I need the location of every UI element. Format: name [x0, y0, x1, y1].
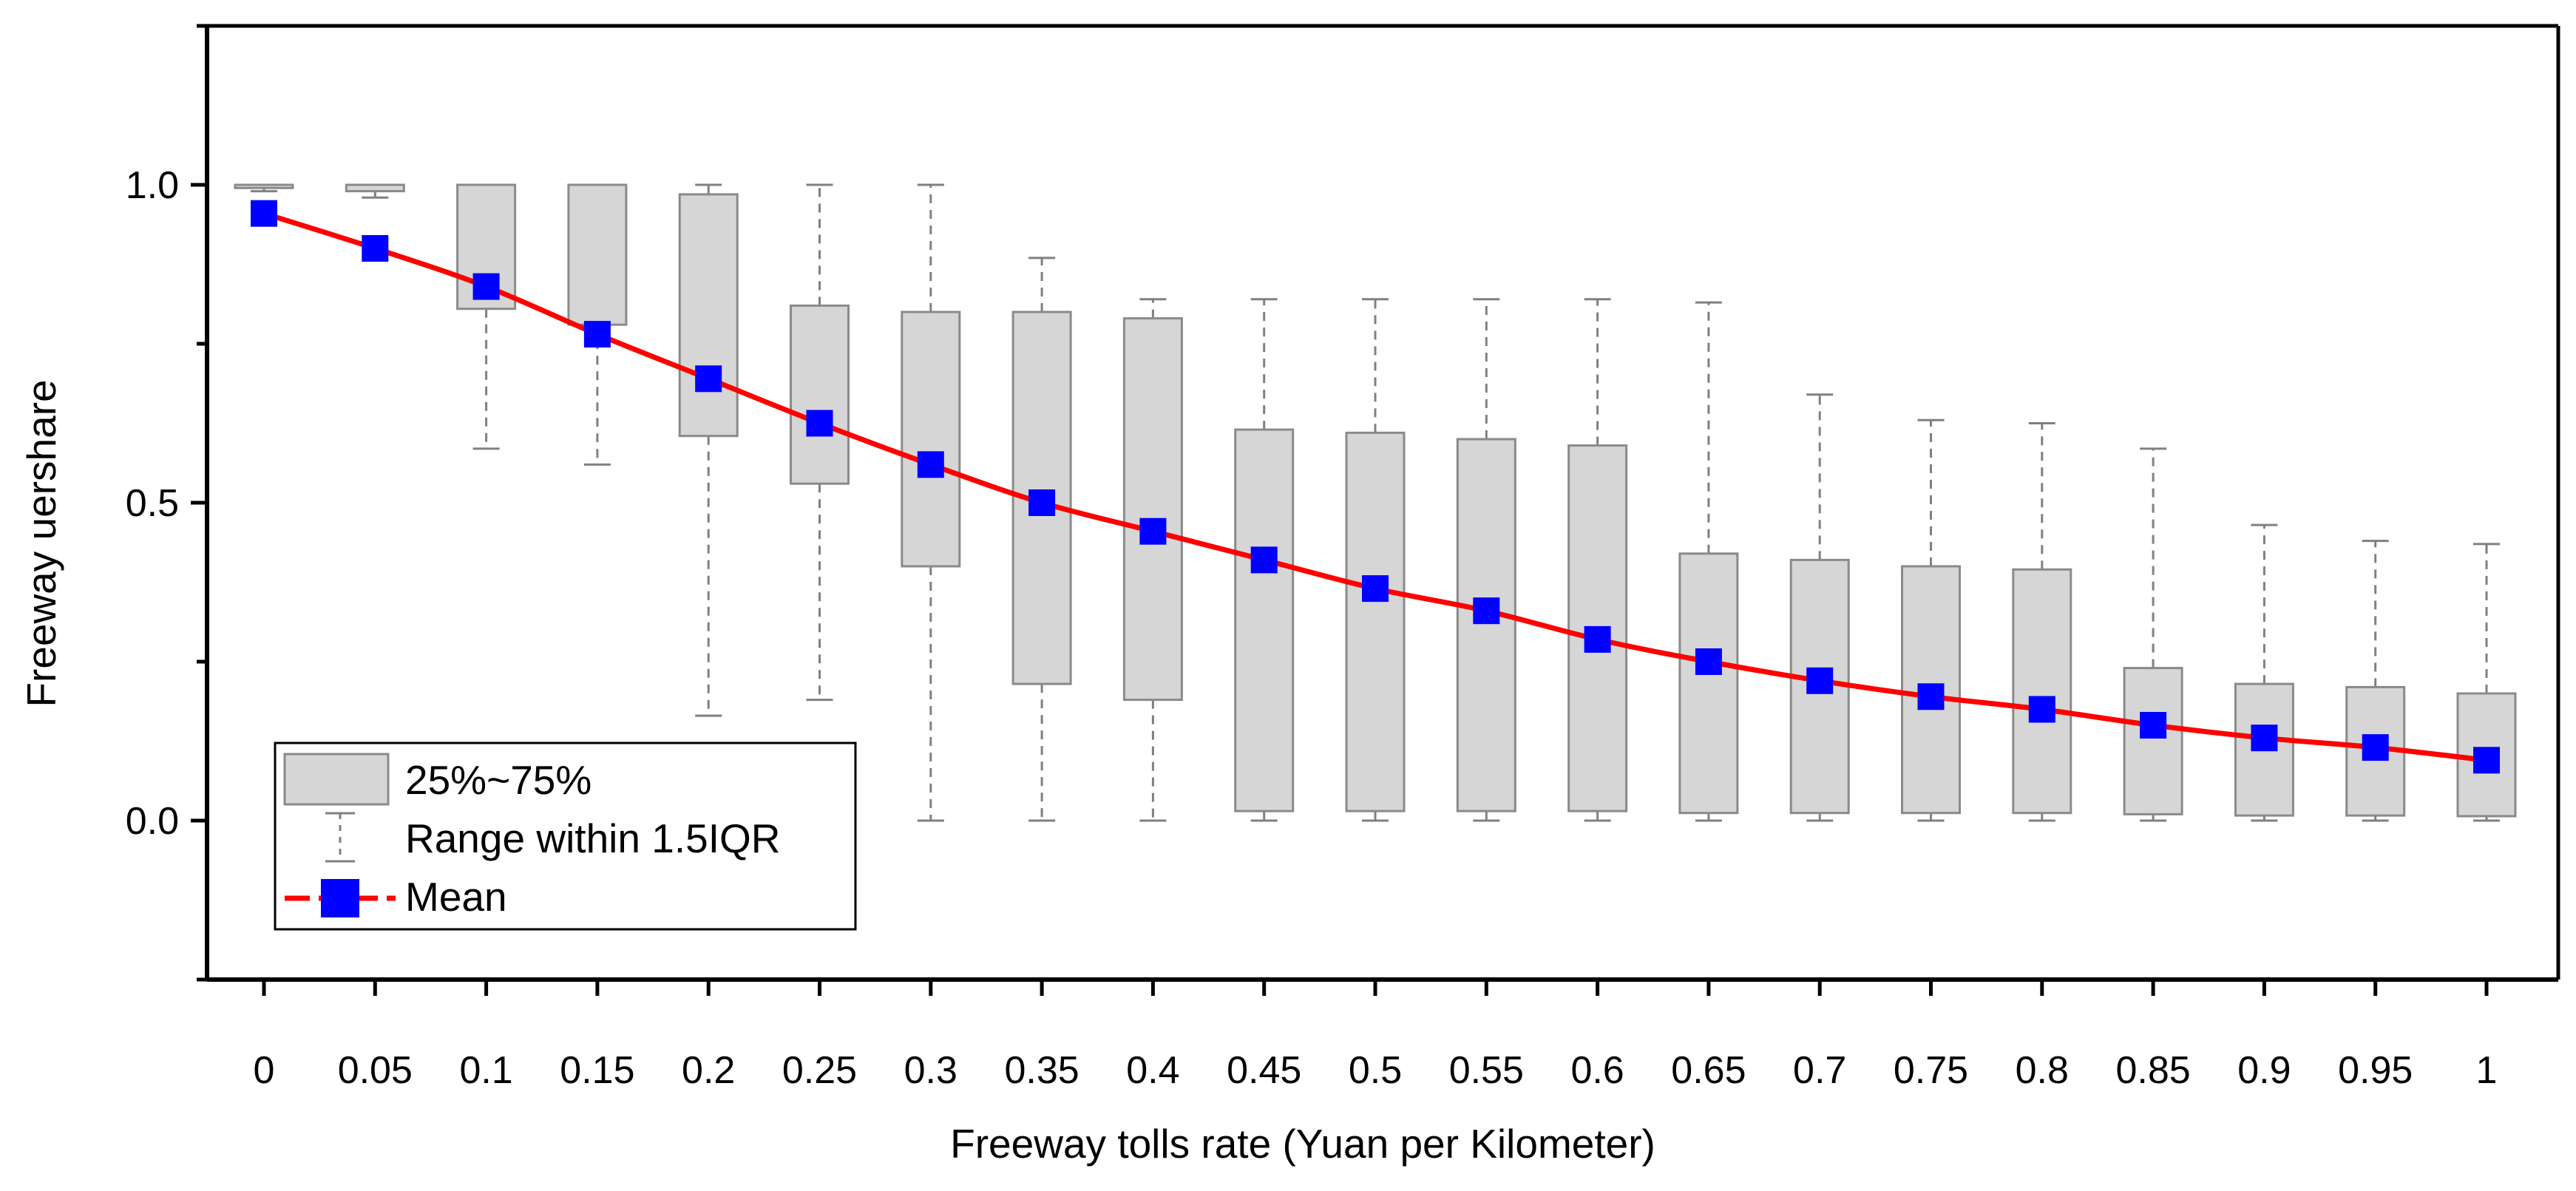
mean-marker	[806, 410, 833, 437]
iqr-box	[234, 183, 294, 189]
x-tick-label: 0.1	[459, 1049, 512, 1092]
mean-marker	[695, 365, 722, 393]
y-tick-label: 1.0	[126, 164, 179, 207]
y-axis-title: Freeway uershare	[18, 379, 64, 707]
x-tick-label: 0.7	[1793, 1049, 1846, 1092]
iqr-box	[2123, 667, 2183, 815]
iqr-box	[567, 183, 628, 326]
legend-mean-marker	[321, 879, 359, 917]
x-tick-label: 0.3	[904, 1049, 957, 1092]
x-tick-label: 1	[2476, 1049, 2498, 1092]
x-tick-label: 0.8	[2016, 1049, 2069, 1092]
x-tick-label: 0.6	[1570, 1049, 1624, 1092]
x-tick-label: 0.4	[1126, 1049, 1179, 1092]
legend-box-label: 25%~75%	[405, 757, 592, 803]
mean-marker	[1584, 625, 1611, 653]
x-tick-label: 0.25	[782, 1049, 857, 1092]
iqr-box	[1456, 438, 1516, 812]
mean-marker	[583, 321, 611, 348]
x-axis: 0 0.05 0.1 0.15 0.2 0.25 0.3 0.35 0.4 0.45 0.5 0.55…	[254, 980, 2498, 1092]
mean-marker	[1917, 683, 1945, 710]
mean-layer	[251, 200, 2500, 774]
x-tick-label: 0.2	[682, 1049, 735, 1092]
iqr-box	[2012, 568, 2072, 815]
iqr-box	[1678, 552, 1739, 815]
iqr-box	[345, 183, 405, 193]
y-axis: 0.0 0.5 1.0	[126, 24, 207, 982]
x-tick-label: 0.05	[338, 1049, 413, 1092]
mean-marker	[2362, 734, 2389, 761]
iqr-box	[2234, 682, 2294, 817]
mean-marker	[1806, 667, 1834, 694]
mean-marker	[1362, 575, 1389, 603]
x-tick-label: 0.65	[1671, 1049, 1746, 1092]
iqr-box	[901, 311, 961, 568]
mean-marker	[2473, 747, 2500, 774]
mean-marker	[1695, 648, 1722, 675]
mean-marker	[1139, 518, 1167, 545]
mean-marker	[917, 451, 944, 478]
x-tick-label: 0.15	[560, 1049, 634, 1092]
mean-marker	[251, 200, 277, 227]
x-tick-label: 0.9	[2237, 1049, 2291, 1092]
mean-marker	[2028, 696, 2055, 723]
mean-marker	[472, 273, 500, 300]
legend-box-swatch	[283, 753, 390, 806]
x-axis-title: Freeway tolls rate (Yuan per Kilometer)	[950, 1121, 1655, 1167]
mean-marker	[1473, 597, 1500, 625]
iqr-box	[1345, 431, 1406, 812]
x-tick-label: 0.85	[2115, 1049, 2190, 1092]
legend-mean-label: Mean	[405, 874, 507, 920]
x-tick-label: 0.75	[1894, 1049, 1968, 1092]
x-tick-label: 0.35	[1004, 1049, 1079, 1092]
iqr-box	[1122, 317, 1183, 702]
legend-whisker-label: Range within 1.5IQR	[405, 815, 781, 861]
x-tick-label: 0	[254, 1049, 275, 1092]
mean-marker	[2140, 712, 2167, 739]
iqr-box	[790, 304, 850, 485]
y-tick-label: 0.0	[126, 800, 179, 843]
x-tick-label: 0.55	[1449, 1049, 1524, 1092]
iqr-box	[678, 193, 739, 438]
mean-marker	[2251, 725, 2278, 752]
mean-marker	[1250, 546, 1278, 574]
legend: 25%~75% Range within 1.5IQR Mean	[274, 742, 857, 931]
x-tick-label: 0.5	[1349, 1049, 1402, 1092]
x-tick-label: 0.95	[2338, 1049, 2413, 1092]
iqr-box	[1234, 428, 1295, 812]
mean-marker	[1028, 489, 1056, 516]
x-tick-label: 0.45	[1227, 1049, 1301, 1092]
mean-marker	[362, 235, 389, 262]
y-tick-label: 0.5	[126, 482, 179, 525]
